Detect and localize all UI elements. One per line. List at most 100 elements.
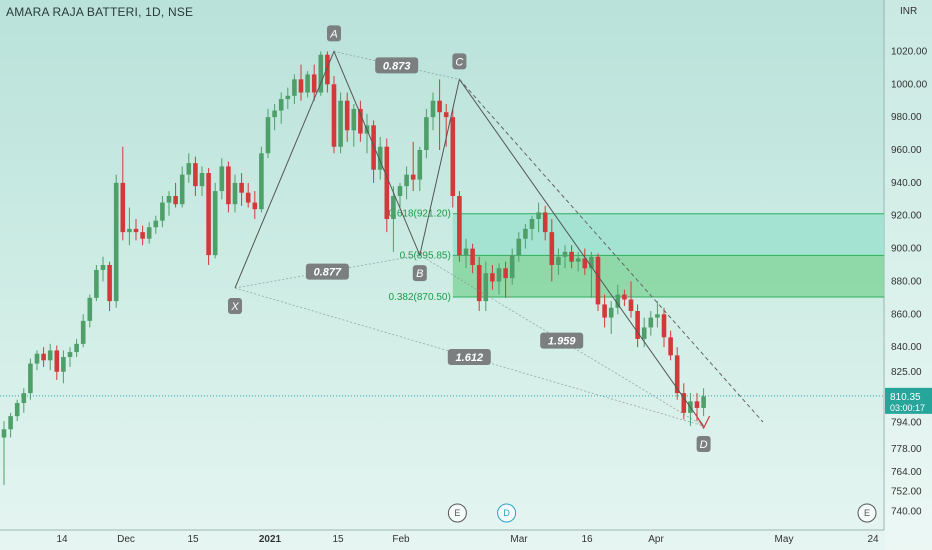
candle-body xyxy=(496,268,502,282)
candle-body xyxy=(318,54,324,93)
candle-body xyxy=(245,192,251,203)
fib-label: 0.618(921.20) xyxy=(389,209,451,220)
candle-body xyxy=(648,317,654,328)
time-tick-label: 16 xyxy=(581,534,593,545)
candle-body xyxy=(61,357,66,372)
candle-body xyxy=(377,146,383,170)
fib-label: 0.5(895.85) xyxy=(400,250,451,261)
ratio-label: 1.959 xyxy=(548,336,576,348)
currency-label: INR xyxy=(900,6,917,17)
candle-body xyxy=(569,251,574,262)
time-tick-label: 2021 xyxy=(259,534,282,545)
time-tick-label: May xyxy=(775,534,794,545)
candle-body xyxy=(166,196,172,203)
fib-label: 0.382(870.50) xyxy=(389,292,451,303)
price-tick-label: 960.00 xyxy=(891,145,922,156)
candle-body xyxy=(582,258,588,269)
price-badge xyxy=(885,387,932,414)
price-tick-label: 1020.00 xyxy=(891,46,928,57)
candle-body xyxy=(536,212,541,219)
candle-body xyxy=(311,74,317,93)
candle-body xyxy=(232,182,238,205)
ratio-label: 1.612 xyxy=(456,352,484,364)
price-tick-label: 840.00 xyxy=(891,342,922,353)
candle-body xyxy=(371,125,376,170)
wave-point-label: X xyxy=(230,301,239,313)
price-tick-label: 980.00 xyxy=(891,112,922,123)
projection-dashed-line xyxy=(459,79,764,423)
candle-body xyxy=(476,265,482,302)
candle-body xyxy=(28,363,33,394)
candle-body xyxy=(212,191,218,256)
time-tick-label: Apr xyxy=(648,534,664,545)
candle-body xyxy=(424,117,429,150)
time-tick-label: Feb xyxy=(392,534,410,545)
candle-body xyxy=(661,314,667,338)
time-tick-label: Mar xyxy=(510,534,528,545)
candle-body xyxy=(358,108,363,134)
candle-body xyxy=(21,393,27,403)
candle-body xyxy=(457,196,462,256)
price-tick-label: 764.00 xyxy=(891,467,922,478)
fib-zone-lower xyxy=(452,255,884,298)
candle-body xyxy=(516,238,522,256)
candle-body xyxy=(694,401,700,408)
time-tick-label: 14 xyxy=(56,534,68,545)
candle-body xyxy=(265,117,271,154)
wave-point-badge xyxy=(228,298,242,314)
candle-body xyxy=(391,196,396,219)
candle-body xyxy=(503,268,508,279)
candle-body xyxy=(470,248,475,265)
pattern-arrow xyxy=(695,413,711,430)
candle-body xyxy=(668,337,673,356)
candle-body xyxy=(397,186,403,196)
price-tick-label: 1000.00 xyxy=(891,79,928,90)
candle-body xyxy=(529,219,535,229)
candle-body xyxy=(239,182,244,193)
ratio-badge xyxy=(540,332,584,349)
candle-body xyxy=(47,350,53,361)
candle-body xyxy=(483,273,489,302)
candle-body xyxy=(285,95,291,100)
candle-body xyxy=(595,256,601,305)
price-axis-bg xyxy=(885,0,932,550)
wave-point-label: A xyxy=(329,28,337,40)
candle-body xyxy=(331,84,337,147)
price-tick-label: 920.00 xyxy=(891,211,922,222)
candle-body xyxy=(628,299,634,311)
ratio-badge xyxy=(305,263,349,280)
candle-body xyxy=(404,174,409,187)
event-marker xyxy=(447,503,467,523)
candle-body xyxy=(113,182,119,302)
price-tick-label: 740.00 xyxy=(891,506,922,517)
candle-body xyxy=(344,100,350,131)
candle-body xyxy=(259,153,264,210)
candle-body xyxy=(292,79,297,96)
candle-body xyxy=(701,396,706,408)
candle-body xyxy=(41,353,46,361)
time-tick-label: 15 xyxy=(187,534,199,545)
candle-body xyxy=(54,350,60,372)
candle-body xyxy=(615,294,621,308)
price-badge-value: 810.35 xyxy=(890,392,921,403)
candle-body xyxy=(186,163,192,175)
candle-body xyxy=(635,311,640,339)
candle-body xyxy=(338,100,343,147)
candle-body xyxy=(674,355,680,394)
candle-body xyxy=(74,343,79,353)
ratio-label: 0.877 xyxy=(314,267,342,279)
candle-body xyxy=(562,251,568,257)
candle-body xyxy=(87,297,93,321)
candle-body xyxy=(655,314,660,318)
time-tick-label: 24 xyxy=(867,534,879,545)
ratio-badge xyxy=(447,349,491,365)
candle-body xyxy=(523,228,528,239)
candle-body xyxy=(80,320,86,344)
candle-body xyxy=(509,255,515,279)
candle-body xyxy=(589,256,594,269)
candle-body xyxy=(14,403,20,417)
candle-body xyxy=(146,227,152,239)
chart-title: AMARA RAJA BATTERI, 1D, NSE xyxy=(6,5,194,19)
candle-body xyxy=(602,304,607,318)
